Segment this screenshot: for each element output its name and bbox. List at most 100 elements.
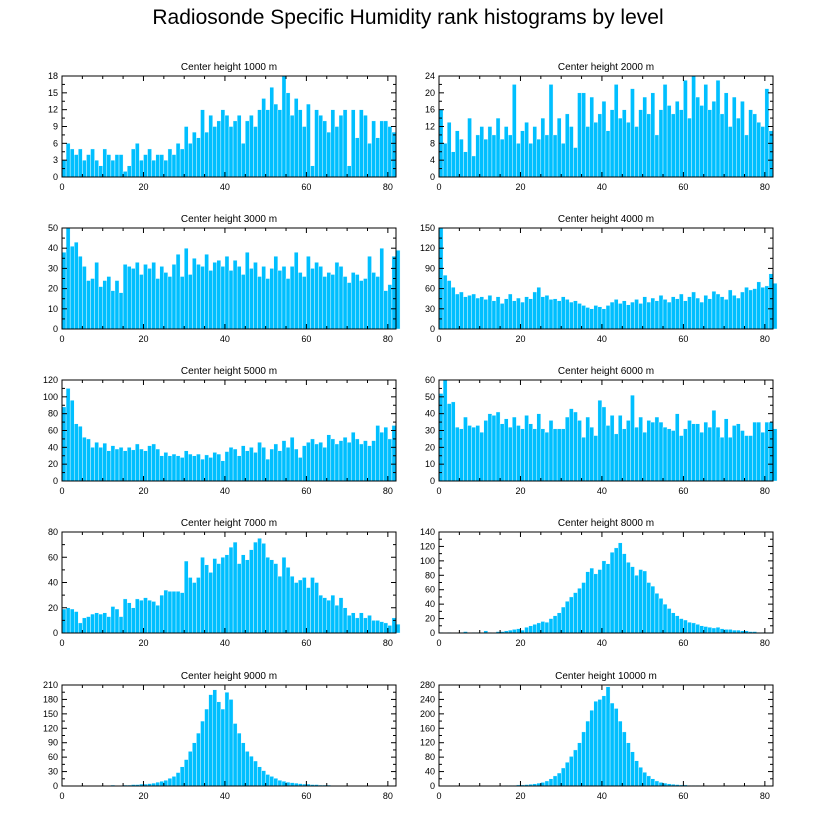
histogram-bar — [658, 782, 664, 787]
histogram-bar — [183, 759, 189, 787]
x-tick-label: 40 — [597, 182, 607, 192]
histogram-bar — [338, 115, 344, 178]
histogram-bar — [471, 293, 476, 330]
histogram-bar — [216, 120, 222, 178]
histogram-bar — [391, 131, 397, 178]
histogram-bar — [204, 131, 209, 178]
histogram-bar — [245, 120, 250, 178]
histogram-bar — [110, 445, 116, 482]
histogram-bar — [650, 92, 656, 178]
histogram-bar — [82, 437, 87, 482]
histogram-bar — [302, 276, 307, 330]
histogram-bar — [613, 299, 619, 330]
histogram-bar — [179, 276, 185, 330]
x-tick-label: 60 — [301, 638, 311, 648]
histogram-bar — [69, 608, 75, 634]
histogram-bar — [306, 103, 311, 178]
histogram-bar — [171, 591, 177, 634]
histogram-bar — [585, 416, 590, 482]
histogram-bar — [589, 426, 594, 482]
histogram-bar — [483, 138, 489, 178]
histogram-bar — [94, 442, 99, 482]
histogram-bar — [159, 154, 165, 178]
histogram-bar — [622, 553, 627, 634]
histogram-bar — [318, 115, 323, 178]
figure-title: Radiosonde Specific Humidity rank histog… — [152, 6, 664, 29]
histogram-bar — [573, 411, 578, 482]
histogram-bar — [350, 272, 356, 330]
y-tick-label: 50 — [48, 223, 58, 233]
histogram-bar — [151, 601, 156, 634]
histogram-bar — [236, 732, 242, 787]
histogram-bar — [192, 742, 197, 787]
y-tick-label: 120 — [420, 541, 435, 551]
histogram-bar — [135, 443, 140, 482]
histogram-bar — [695, 423, 700, 482]
histogram-bar — [192, 131, 197, 178]
y-tick-label: 30 — [48, 767, 58, 777]
histogram-bar — [261, 98, 266, 178]
x-tick-label: 20 — [138, 638, 148, 648]
histogram-bar — [159, 594, 165, 634]
histogram-bar — [196, 732, 201, 787]
histogram-bar — [679, 293, 684, 330]
histogram-bar — [601, 560, 607, 634]
histogram-bar — [346, 165, 352, 178]
histogram-bar — [281, 557, 287, 634]
y-tick-label: 150 — [420, 223, 435, 233]
histogram-bar — [285, 92, 291, 178]
histogram-bar — [163, 159, 169, 178]
histogram-bar — [379, 621, 384, 634]
histogram-bar — [662, 299, 668, 330]
histogram-bar — [589, 567, 594, 634]
panel-title: Center height 3000 m — [181, 214, 277, 225]
panel-title: Center height 6000 m — [558, 366, 654, 377]
histogram-bar — [224, 115, 230, 178]
histogram-bar — [359, 612, 364, 634]
histogram-bar — [508, 426, 513, 482]
x-tick-label: 0 — [59, 182, 64, 192]
histogram-bar — [601, 308, 607, 330]
histogram-bar — [699, 301, 704, 330]
histogram-bar — [302, 445, 307, 482]
x-tick-label: 80 — [760, 182, 770, 192]
histogram-bar — [281, 440, 287, 482]
histogram-bar — [719, 296, 725, 330]
histogram-bar — [326, 599, 332, 634]
histogram-bar — [642, 96, 647, 178]
y-tick-label: 40 — [48, 578, 58, 588]
x-tick-label: 20 — [138, 182, 148, 192]
x-tick-label: 40 — [597, 638, 607, 648]
histogram-bar — [630, 88, 635, 178]
histogram-bar — [318, 594, 323, 634]
histogram-bar — [261, 447, 266, 482]
histogram-bar — [232, 260, 238, 330]
x-tick-label: 80 — [760, 486, 770, 496]
histogram-bar — [736, 117, 741, 178]
histogram-bar — [597, 569, 603, 634]
histogram-bar — [86, 154, 91, 178]
histogram-bar — [322, 120, 327, 178]
panel-title: Center height 9000 m — [181, 671, 277, 682]
histogram-bar — [589, 710, 594, 787]
histogram-bar — [638, 109, 643, 178]
histogram-bar — [110, 606, 116, 634]
histogram-bar — [383, 426, 389, 482]
histogram-bar — [459, 291, 464, 330]
histogram-panel: Center height 9000 m 0 20 40 60 80 0 30 60 90 120 1… — [43, 671, 397, 801]
histogram-bar — [748, 109, 753, 178]
histogram-bar — [463, 416, 468, 482]
y-tick-label: 120 — [43, 723, 58, 733]
histogram-bar — [491, 134, 497, 178]
histogram-bar — [536, 287, 542, 330]
histogram-bar — [646, 582, 652, 634]
histogram-bar — [691, 423, 696, 482]
histogram-bar — [151, 443, 156, 482]
histogram-bar — [638, 569, 643, 634]
histogram-bar — [626, 420, 631, 482]
histogram-bar — [772, 428, 778, 482]
histogram-bar — [638, 303, 643, 330]
histogram-bar — [293, 252, 299, 330]
histogram-bar — [131, 268, 136, 330]
